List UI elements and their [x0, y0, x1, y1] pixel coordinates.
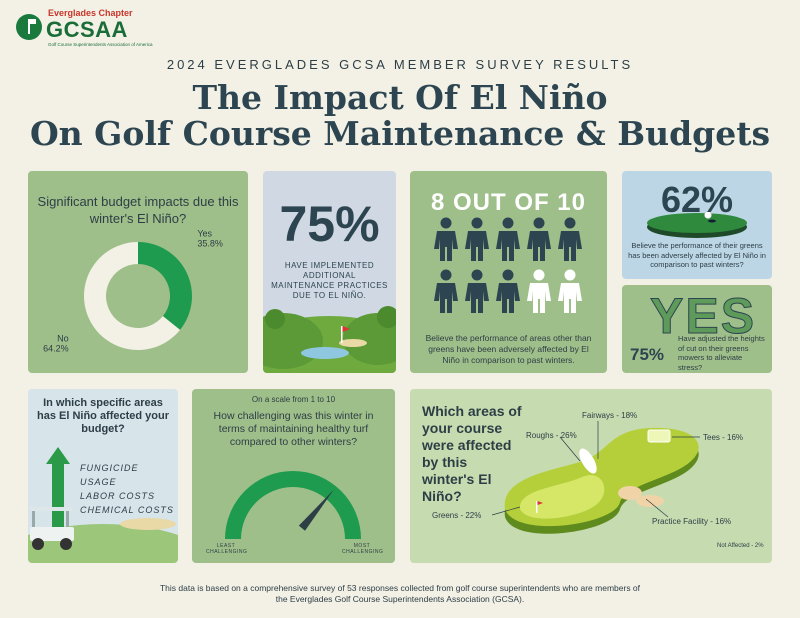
course-area-label-greens: Greens - 22%: [432, 511, 482, 520]
logo-chapter: Everglades Chapter: [48, 8, 133, 18]
budget-impact-panel: Significant budget impacts due this wint…: [28, 171, 248, 373]
greens-stat: 62%: [660, 179, 734, 220]
footer-line-2: the Everglades Golf Course Superintenden…: [275, 594, 525, 604]
title-line-2: On Golf Course Maintenance & Budgets: [29, 114, 771, 153]
donut-value-yes: 35.8%: [197, 239, 223, 249]
leader-line: [559, 436, 581, 462]
course-area-label-tees: Tees - 16%: [703, 433, 744, 442]
leader-line: [491, 506, 521, 516]
mower-stat: 75%: [630, 345, 665, 364]
gauge-least-label: LEAST CHALLENGING: [206, 543, 248, 555]
course-question: Which areas of your course were affected…: [422, 403, 522, 504]
maintenance-panel: 75% HAVE IMPLEMENTED ADDITIONAL MAINTENA…: [263, 171, 396, 373]
golf-flag-icon: [16, 14, 42, 40]
list-item: LABOR COSTS: [80, 491, 156, 501]
person-icon: [434, 269, 458, 313]
areas-performance-panel: 8 OUT OF 10 Believe the performance of a…: [410, 171, 607, 373]
people-pictogram: [434, 217, 582, 313]
donut-value-no: 64.2%: [43, 343, 69, 353]
mower-adjustment-panel: YES 75% Have adjusted the heights of cut…: [622, 285, 772, 373]
footer-note: This data is based on a comprehensive su…: [0, 583, 800, 605]
gcsaa-logo: Everglades Chapter GCSAA Golf Course Sup…: [14, 8, 154, 50]
person-icon: [465, 269, 489, 313]
gauge-arc: [225, 471, 361, 539]
challenge-gauge: [225, 471, 361, 539]
list-item: CHEMICAL COSTS: [80, 505, 174, 515]
budget-question: Significant budget impacts due this wint…: [37, 194, 239, 226]
page-title: The Impact Of El Niño On Golf Course Mai…: [0, 80, 800, 152]
putting-green-illustration: [647, 211, 747, 238]
yes-label: YES: [649, 288, 757, 345]
golf-landscape-illustration: [263, 306, 396, 373]
person-icon: [527, 217, 551, 261]
person-icon: [558, 269, 582, 313]
person-icon: [496, 217, 520, 261]
golf-cart-icon: [30, 507, 74, 550]
course-area-label-fairways: Fairways - 18%: [582, 411, 638, 420]
donut-slice-yes: [138, 242, 192, 330]
budget-areas-question: In which specific areas has El Niño affe…: [36, 397, 170, 435]
greens-performance-panel: 62% Believe the performance of their gre…: [622, 171, 772, 279]
survey-label: 2024 EVERGLADES GCSA MEMBER SURVEY RESUL…: [166, 57, 634, 72]
list-item: FUNGICIDE USAGE: [80, 463, 139, 487]
donut-label-no: No: [57, 333, 69, 343]
gauge-most-label: MOST CHALLENGING: [342, 543, 384, 555]
person-icon: [527, 269, 551, 313]
maintenance-text: HAVE IMPLEMENTED ADDITIONAL MAINTENANCE …: [271, 261, 388, 300]
gauge-needle: [298, 489, 334, 531]
person-icon: [496, 269, 520, 313]
title-line-1: The Impact Of El Niño: [192, 78, 608, 117]
donut-label-yes: Yes: [197, 229, 212, 239]
areas-text: Believe the performance of areas other t…: [425, 333, 592, 365]
golf-hole-illustration: [491, 421, 700, 534]
person-icon: [558, 217, 582, 261]
challenge-question: How challenging was this winter in terms…: [213, 410, 374, 448]
course-area-label-not-affected: Not Affected - 2%: [717, 543, 764, 549]
leader-line: [645, 498, 669, 518]
greens-text: Believe the performance of their greens …: [628, 241, 766, 269]
logo-name: GCSAA: [46, 17, 128, 42]
budget-areas-list: FUNGICIDE USAGE LABOR COSTS CHEMICAL COS…: [80, 461, 178, 517]
maintenance-stat: 75%: [279, 196, 380, 252]
person-icon: [434, 217, 458, 261]
golf-cart-illustration: [28, 447, 178, 563]
donut-slice-no: [84, 242, 181, 350]
footer-line-1: This data is based on a comprehensive su…: [159, 583, 641, 593]
scale-label: On a scale from 1 to 10: [251, 395, 336, 404]
course-area-label-roughs: Roughs - 26%: [526, 431, 577, 440]
course-area-label-practice-facility: Practice Facility - 16%: [652, 517, 732, 526]
budget-areas-panel: In which specific areas has El Niño affe…: [28, 389, 178, 563]
areas-stat: 8 OUT OF 10: [430, 189, 587, 216]
logo-subtitle: Golf Course Superintendents Association …: [48, 42, 153, 47]
person-icon: [465, 217, 489, 261]
course-areas-panel: Which areas of your course were affected…: [410, 389, 772, 563]
challenge-gauge-panel: On a scale from 1 to 10 How challenging …: [192, 389, 395, 563]
mower-text: Have adjusted the heights of cut on thei…: [678, 334, 765, 372]
